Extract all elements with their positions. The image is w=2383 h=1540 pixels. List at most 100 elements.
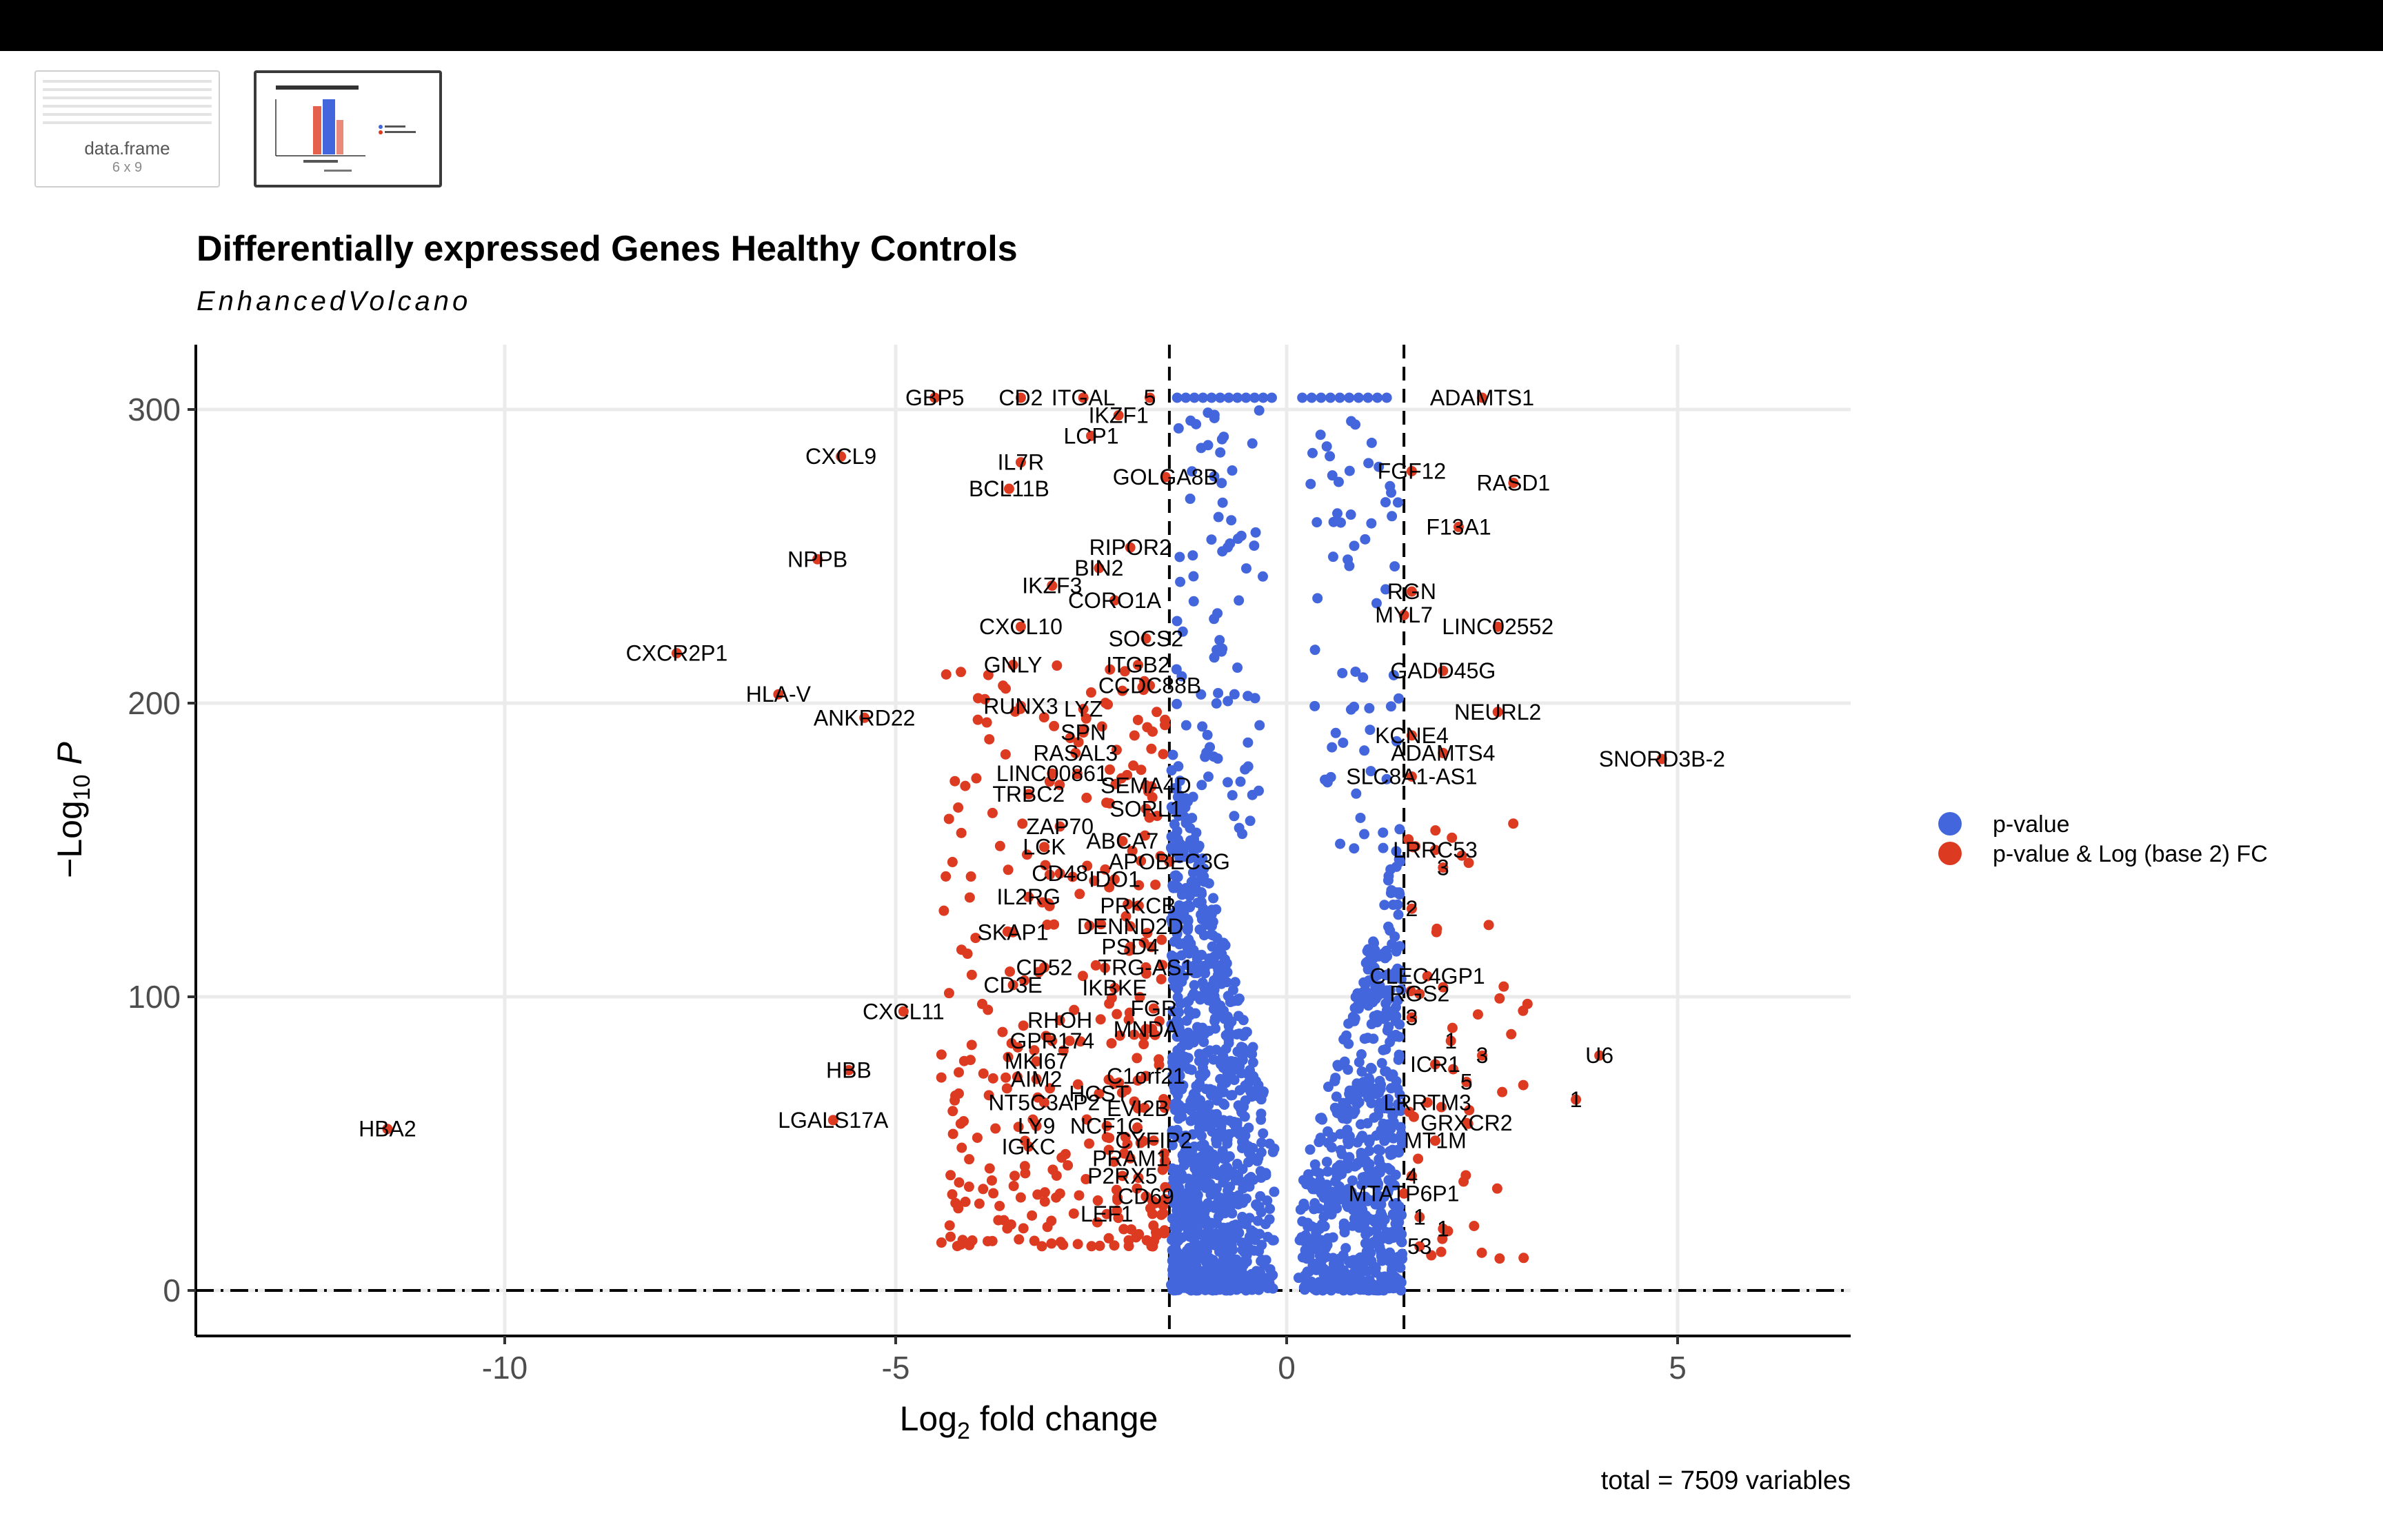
gene-label: ICR1 xyxy=(1410,1052,1460,1077)
gene-label: RUNX3 xyxy=(983,693,1058,718)
data-point xyxy=(1328,516,1339,527)
data-point xyxy=(1497,1086,1508,1097)
data-point xyxy=(1206,909,1217,920)
gene-label: LRRTM3 xyxy=(1383,1090,1471,1115)
data-point xyxy=(1396,1250,1407,1261)
data-point xyxy=(1229,689,1240,700)
data-point xyxy=(1363,392,1374,403)
data-point xyxy=(1157,1164,1168,1175)
data-point xyxy=(1385,1037,1396,1048)
data-point xyxy=(1208,951,1219,962)
data-point xyxy=(1477,1050,1487,1061)
data-point xyxy=(1382,875,1394,886)
data-point xyxy=(1325,451,1336,462)
data-point xyxy=(1257,571,1268,582)
data-point xyxy=(998,680,1009,691)
data-point xyxy=(947,1106,958,1117)
data-point xyxy=(1154,1060,1165,1071)
data-point xyxy=(1188,596,1199,607)
data-point xyxy=(1314,1277,1325,1288)
data-point xyxy=(1116,1087,1127,1098)
data-point xyxy=(1372,392,1383,403)
data-point xyxy=(1038,842,1049,853)
data-point xyxy=(1140,962,1152,973)
gene-label: NPPB xyxy=(787,547,847,571)
data-point xyxy=(1430,825,1441,836)
data-point xyxy=(1141,1235,1152,1246)
data-point xyxy=(1358,977,1369,988)
data-point xyxy=(956,944,967,955)
gene-label: CLEC4GP1 xyxy=(1370,964,1485,989)
gene-label: RASD1 xyxy=(1477,471,1551,496)
gene-label: CXCL9 xyxy=(805,444,876,469)
data-point xyxy=(1508,818,1519,829)
data-point xyxy=(1132,1075,1143,1086)
data-point xyxy=(1385,1250,1396,1261)
data-point xyxy=(1326,1209,1337,1220)
data-point xyxy=(1393,909,1404,920)
data-point xyxy=(1160,720,1171,731)
legend-marker-p-value xyxy=(1938,812,1962,835)
data-point xyxy=(1038,962,1049,973)
data-point xyxy=(1202,916,1213,927)
plot-thumbnail[interactable] xyxy=(254,70,442,188)
data-point xyxy=(1171,925,1182,936)
data-point xyxy=(1344,392,1355,403)
data-point xyxy=(1018,1223,1029,1234)
data-point xyxy=(1327,551,1338,563)
x-axis-label: Log2 fold change xyxy=(900,1399,1158,1444)
data-point xyxy=(1233,1011,1244,1022)
data-point xyxy=(1040,860,1051,871)
data-point xyxy=(1218,1008,1229,1019)
data-point xyxy=(1224,1128,1235,1139)
data-point xyxy=(1438,1224,1449,1235)
data-point xyxy=(1378,842,1389,853)
data-point xyxy=(1358,1284,1369,1295)
data-point xyxy=(1329,1102,1340,1113)
data-point xyxy=(1396,1138,1407,1149)
data-point xyxy=(1359,829,1370,840)
data-point xyxy=(1103,1233,1114,1244)
data-point xyxy=(1498,981,1509,992)
dataframe-thumbnail[interactable]: data.frame 6 x 9 xyxy=(34,70,220,188)
data-point xyxy=(1338,1285,1349,1296)
gene-label: LGALS17A xyxy=(778,1108,889,1133)
data-point xyxy=(1209,412,1220,423)
data-point xyxy=(1396,1128,1407,1139)
data-point xyxy=(1297,1216,1308,1227)
data-point xyxy=(1172,698,1183,709)
data-point xyxy=(1378,1044,1389,1055)
data-point xyxy=(1379,900,1390,911)
data-point xyxy=(1376,1207,1387,1218)
data-point xyxy=(1227,1090,1238,1101)
data-point xyxy=(1208,1004,1219,1015)
data-point xyxy=(1327,742,1338,753)
data-point xyxy=(1003,483,1014,494)
data-point xyxy=(1407,842,1418,853)
data-point xyxy=(1054,780,1065,791)
data-point xyxy=(1095,1014,1106,1025)
data-point xyxy=(1298,1235,1309,1246)
data-point xyxy=(1160,472,1171,483)
data-point xyxy=(1200,1121,1211,1132)
data-point xyxy=(1230,1256,1241,1267)
data-point xyxy=(1001,1083,1012,1094)
data-point xyxy=(1293,1273,1304,1284)
data-point xyxy=(1109,982,1120,993)
data-point xyxy=(1378,1013,1389,1024)
data-point xyxy=(954,1177,965,1188)
data-point xyxy=(1132,1122,1143,1133)
data-point xyxy=(972,714,983,725)
data-point xyxy=(1343,1064,1354,1075)
data-point xyxy=(1249,1235,1260,1246)
data-point xyxy=(1209,991,1220,1002)
data-point xyxy=(1494,1253,1505,1264)
data-point xyxy=(1464,1104,1475,1115)
data-point xyxy=(1244,1213,1255,1224)
data-point xyxy=(1366,437,1377,448)
data-point xyxy=(1169,1081,1180,1092)
data-point xyxy=(977,998,988,1009)
data-point xyxy=(1192,1198,1203,1209)
data-point xyxy=(1447,832,1458,843)
data-point xyxy=(1117,835,1128,847)
